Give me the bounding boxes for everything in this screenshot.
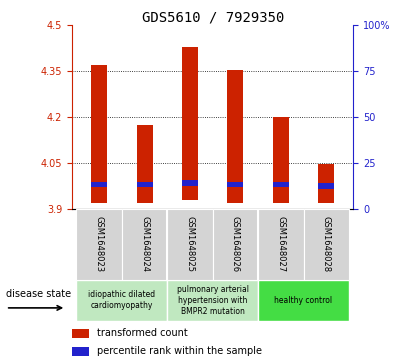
Bar <box>136 125 152 203</box>
Bar <box>182 47 198 200</box>
Bar <box>318 183 334 189</box>
Text: idiopathic dilated
cardiomyopathy: idiopathic dilated cardiomyopathy <box>88 290 155 310</box>
Bar <box>167 280 258 321</box>
Text: pulmonary arterial
hypertension with
BMPR2 mutation: pulmonary arterial hypertension with BMP… <box>177 285 249 316</box>
Text: transformed count: transformed count <box>97 328 188 338</box>
Title: GDS5610 / 7929350: GDS5610 / 7929350 <box>141 10 284 24</box>
Text: GSM1648024: GSM1648024 <box>140 216 149 272</box>
Bar <box>76 280 167 321</box>
Bar <box>167 209 213 280</box>
Text: GSM1648023: GSM1648023 <box>95 216 104 272</box>
Bar <box>76 209 122 280</box>
Bar <box>122 209 167 280</box>
Bar <box>213 209 258 280</box>
Text: GSM1648027: GSM1648027 <box>276 216 285 272</box>
Bar <box>136 182 152 187</box>
Bar <box>303 209 349 280</box>
Text: GSM1648025: GSM1648025 <box>185 216 194 272</box>
Text: percentile rank within the sample: percentile rank within the sample <box>97 346 262 356</box>
Text: healthy control: healthy control <box>275 296 332 305</box>
Bar <box>91 182 107 187</box>
Bar <box>258 280 349 321</box>
Bar <box>72 329 89 338</box>
Bar <box>227 182 243 187</box>
Bar <box>258 209 303 280</box>
Bar <box>227 70 243 203</box>
Bar <box>273 182 289 187</box>
Bar <box>182 180 198 186</box>
Bar <box>91 65 107 203</box>
Text: disease state: disease state <box>6 289 71 299</box>
Bar <box>72 347 89 356</box>
Text: GSM1648028: GSM1648028 <box>322 216 331 272</box>
Text: GSM1648026: GSM1648026 <box>231 216 240 272</box>
Bar <box>273 117 289 203</box>
Bar <box>318 164 334 203</box>
